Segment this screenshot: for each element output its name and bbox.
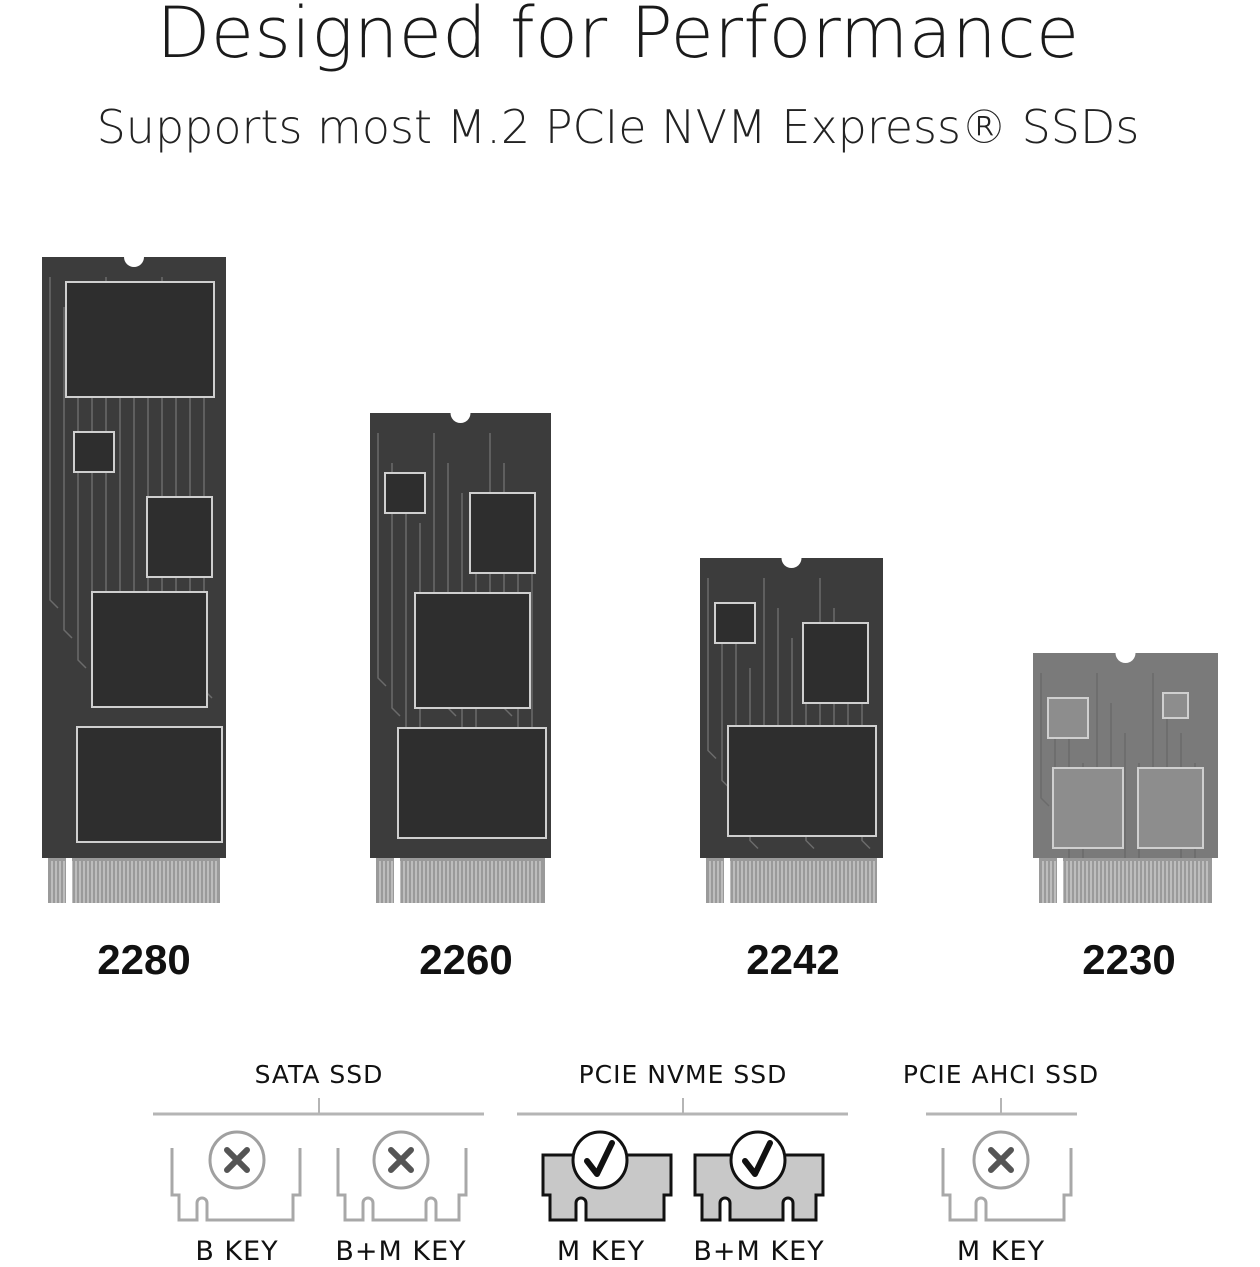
mounting-notch xyxy=(1115,653,1136,663)
key-notch xyxy=(394,858,400,903)
chip xyxy=(714,602,756,644)
x-circle-icon xyxy=(372,1130,430,1190)
size-label-2230: 2230 xyxy=(1082,936,1176,983)
circuit-trace xyxy=(377,433,387,687)
mounting-notch xyxy=(781,558,802,568)
chip xyxy=(91,591,208,708)
m2-key-connector xyxy=(170,1148,302,1222)
group-label-pcie-nvme: PCIE NVME SSD xyxy=(578,1060,788,1089)
x-circle-icon xyxy=(208,1130,266,1190)
x-mark xyxy=(224,1147,250,1173)
chip xyxy=(469,492,536,574)
key-compatibility-diagram xyxy=(153,1098,1077,1222)
circuit-trace xyxy=(391,463,401,717)
circuit-trace xyxy=(707,578,717,760)
page-title: Designed for Performance xyxy=(156,0,1080,74)
x-circle-icon xyxy=(972,1130,1030,1190)
check-circle-icon xyxy=(729,1130,787,1190)
key-notch xyxy=(66,858,72,903)
key-label-ahci-m: M KEY xyxy=(956,1236,1046,1267)
icon-circle xyxy=(729,1130,787,1190)
size-label-2280: 2280 xyxy=(97,936,191,983)
key-label-sata-bm: B+M KEY xyxy=(335,1236,467,1267)
circuit-trace xyxy=(49,277,59,609)
chip xyxy=(146,496,213,578)
chip xyxy=(397,727,547,839)
ssd-2230-image xyxy=(1033,653,1218,903)
mounting-notch xyxy=(450,413,471,423)
chip xyxy=(1047,697,1089,739)
icon-circle xyxy=(571,1130,629,1190)
circuit-trace xyxy=(63,307,73,639)
size-label-2242: 2242 xyxy=(746,936,840,983)
x-mark xyxy=(988,1147,1014,1173)
page-subtitle: Supports most M.2 PCIe NVM Express® SSDs xyxy=(96,100,1140,154)
m2-key-connector xyxy=(336,1148,468,1222)
group-label-sata: SATA SSD xyxy=(254,1060,384,1089)
chip xyxy=(727,725,877,837)
chip xyxy=(1137,767,1204,849)
key-label-nvme-bm: B+M KEY xyxy=(693,1236,825,1267)
chip xyxy=(802,622,869,704)
size-label-2260: 2260 xyxy=(419,936,513,983)
mounting-notch xyxy=(124,257,144,267)
key-notch xyxy=(724,858,730,903)
chip xyxy=(73,431,115,473)
check-circle-icon xyxy=(571,1130,629,1190)
chip xyxy=(414,592,531,709)
chip xyxy=(1162,692,1189,719)
ssd-2260-image xyxy=(370,413,551,903)
check-mark xyxy=(584,1140,615,1177)
gold-fingers xyxy=(706,858,877,903)
circuit-trace xyxy=(1040,673,1050,807)
chip xyxy=(76,726,223,843)
chip xyxy=(384,472,426,514)
x-mark xyxy=(388,1147,414,1173)
chip xyxy=(65,281,215,398)
gold-fingers xyxy=(1039,858,1212,903)
ssd-2242-image xyxy=(700,558,883,903)
chip xyxy=(1052,767,1124,849)
check-mark xyxy=(742,1140,773,1177)
ssd-2280-image xyxy=(42,257,226,903)
gold-fingers xyxy=(48,858,220,903)
key-notch xyxy=(1057,858,1063,903)
group-label-pcie-ahci: PCIE AHCI SSD xyxy=(902,1060,1100,1089)
m2-key-connector xyxy=(941,1148,1073,1222)
